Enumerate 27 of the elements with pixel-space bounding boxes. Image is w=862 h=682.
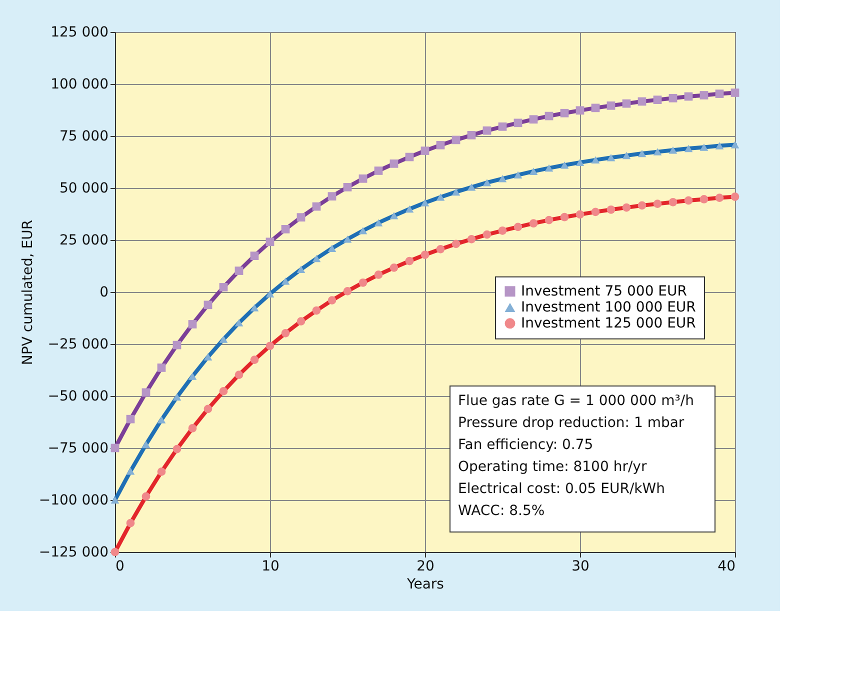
y-tick-label: −125 000 bbox=[38, 544, 108, 560]
x-axis-title: Years bbox=[406, 576, 444, 592]
y-tick-label: −25 000 bbox=[48, 336, 108, 352]
annotation: WACC: 8.5% bbox=[458, 503, 545, 519]
y-tick-label: 125 000 bbox=[50, 24, 108, 40]
y-tick-label: −50 000 bbox=[48, 388, 108, 404]
y-tick-label: −100 000 bbox=[38, 492, 108, 508]
annotation: Fan efficiency: 0.75 bbox=[458, 437, 594, 453]
x-tick-label: 30 bbox=[572, 558, 590, 574]
legend-label: Investment 100 000 EUR bbox=[521, 299, 696, 316]
y-tick-label: 75 000 bbox=[60, 128, 108, 144]
y-tick-label: 50 000 bbox=[60, 180, 108, 196]
legend-label: Investment 75 000 EUR bbox=[521, 283, 688, 300]
x-tick-label: 40 bbox=[718, 558, 736, 574]
legend-label: Investment 125 000 EUR bbox=[521, 315, 696, 332]
y-tick-label: 25 000 bbox=[60, 232, 108, 248]
annotation: Operating time: 8100 hr/yr bbox=[458, 459, 647, 475]
y-axis-title: NPV cumulated, EUR bbox=[20, 220, 36, 366]
annotation: Flue gas rate G = 1 000 000 m³/h bbox=[458, 393, 694, 409]
x-tick-label: 0 bbox=[116, 558, 124, 574]
x-tick-label: 10 bbox=[262, 558, 280, 574]
y-tick-label: −75 000 bbox=[48, 440, 108, 456]
y-tick-label: 100 000 bbox=[50, 76, 108, 92]
y-tick-label: 0 bbox=[100, 284, 108, 300]
x-tick-label: 20 bbox=[416, 558, 434, 574]
annotation: Electrical cost: 0.05 EUR/kWh bbox=[458, 481, 665, 497]
annotation: Pressure drop reduction: 1 mbar bbox=[458, 415, 684, 431]
